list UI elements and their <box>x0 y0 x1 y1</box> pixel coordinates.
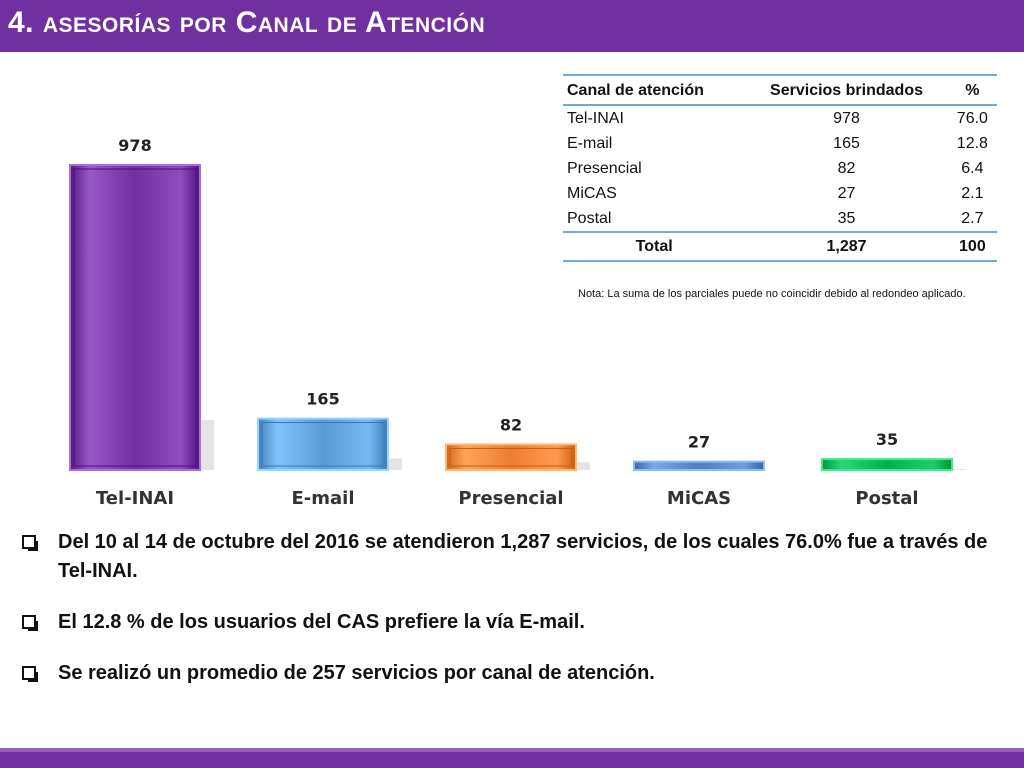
total-label: Total <box>563 231 746 262</box>
data-label: 978 <box>118 136 151 155</box>
header-services: Servicios brindados <box>745 74 948 106</box>
bullet-text: Del 10 al 14 de octubre del 2016 se aten… <box>58 531 988 582</box>
table-cell: 6.4 <box>961 160 984 177</box>
category-label: Presencial <box>458 488 563 509</box>
table-row: Presencial 82 6.4 <box>563 156 997 181</box>
table-row: E-mail 165 12.8 <box>563 131 997 156</box>
table-cell: 35 <box>837 210 856 227</box>
bar-chart: 978 Tel-INAI 165 E-mail 82 Presencial 27 MiCAS 3… <box>69 136 966 509</box>
category-label: Postal <box>855 488 918 509</box>
bar-micas <box>633 460 765 471</box>
header-percent: % <box>947 74 997 106</box>
category-label: E-mail <box>291 488 354 509</box>
table-row: Tel-INAI 978 76.0 <box>563 105 997 131</box>
bullet-text: El 12.8 % de los usuarios del CAS prefie… <box>58 611 585 633</box>
table-cell: 2.1 <box>961 185 984 202</box>
bullet-item: Del 10 al 14 de octubre del 2016 se aten… <box>20 528 1005 586</box>
table-cell: Tel-INAI <box>567 110 624 127</box>
category-label: Tel-INAI <box>96 488 174 509</box>
total-services: 1,287 <box>745 231 948 262</box>
page-title: 4. asesorías por Canal de Atención <box>8 6 486 39</box>
checkbox-bullet-icon <box>22 615 38 631</box>
bullet-text: Se realizó un promedio de 257 servicios … <box>58 662 655 684</box>
bar-bevel <box>261 422 385 467</box>
checkbox-bullet-icon <box>22 666 38 682</box>
services-table: Canal de atención Servicios brindados % … <box>563 74 997 262</box>
bar-tel-inai <box>69 164 201 471</box>
data-label: 82 <box>500 415 522 434</box>
table-cell: 165 <box>833 135 860 152</box>
table-cell: 76.0 <box>956 110 988 127</box>
category-label: MiCAS <box>667 488 731 509</box>
bar-e-mail <box>257 417 389 471</box>
table-header-row: Canal de atención Servicios brindados % <box>563 74 997 106</box>
table-row: Postal 35 2.7 <box>563 206 997 232</box>
table-cell: 2.7 <box>961 210 984 227</box>
header-channel: Canal de atención <box>563 74 746 106</box>
table-cell: Presencial <box>567 160 642 177</box>
bar-bevel <box>73 168 197 467</box>
title-bar: 4. asesorías por Canal de Atención <box>0 0 1024 52</box>
footer-bar <box>0 748 1024 768</box>
bar-postal <box>821 458 953 472</box>
table-cell: E-mail <box>567 135 613 152</box>
bullet-item: El 12.8 % de los usuarios del CAS prefie… <box>20 608 1005 637</box>
data-label: 27 <box>688 433 710 452</box>
bullet-list: Del 10 al 14 de octubre del 2016 se aten… <box>20 528 1005 710</box>
table-cell: 978 <box>833 110 860 127</box>
bar-bevel <box>449 447 573 467</box>
data-label: 35 <box>876 430 898 449</box>
table-row: MiCAS 27 2.1 <box>563 181 997 206</box>
bullet-item: Se realizó un promedio de 257 servicios … <box>20 659 1005 688</box>
table-cell: 12.8 <box>956 135 988 152</box>
rounding-note: Nota: La suma de los parciales puede no … <box>578 288 966 300</box>
table-cell: 82 <box>837 160 856 177</box>
total-percent: 100 <box>947 231 997 262</box>
table-cell: Postal <box>567 210 612 227</box>
table-total-row: Total 1,287 100 <box>563 231 997 262</box>
data-label: 165 <box>306 390 339 409</box>
table-cell: 27 <box>837 185 856 202</box>
checkbox-bullet-icon <box>22 535 38 551</box>
table-cell: MiCAS <box>567 185 617 202</box>
